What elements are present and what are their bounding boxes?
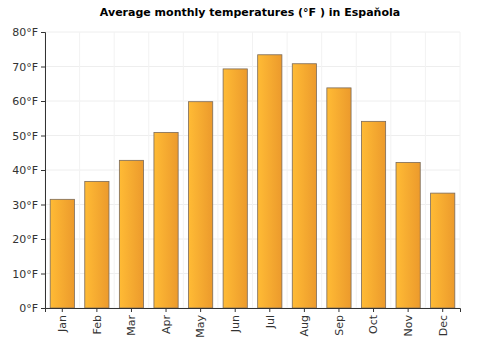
x-tick: Jan <box>56 308 69 333</box>
y-tick-mark <box>41 32 45 33</box>
y-tick-mark <box>41 205 45 206</box>
x-axis: Jan Feb Mar Apr May Jun Jul Aug Sep Oct Nov Dec <box>46 308 461 338</box>
x-tick-mark <box>304 308 305 312</box>
y-tick-label: 50°F <box>12 130 38 143</box>
x-tick-mark <box>166 308 167 312</box>
x-tick: Feb <box>91 308 104 334</box>
y-tick: 70°F <box>12 61 45 74</box>
x-tick: Apr <box>160 308 173 334</box>
y-tick: 80°F <box>12 26 45 39</box>
bar <box>258 55 282 308</box>
x-tick-mark <box>235 308 236 312</box>
grid-line-vertical <box>287 32 288 308</box>
grid-line-vertical <box>114 32 115 308</box>
x-tick: Mar <box>125 308 138 336</box>
x-tick-label: Sep <box>333 315 346 336</box>
x-tick-label: Apr <box>160 315 173 335</box>
x-tick-mark <box>131 308 132 312</box>
bar <box>431 193 455 308</box>
grid-line-vertical <box>252 32 253 308</box>
x-tick-label: Nov <box>402 315 415 337</box>
x-tick-mark <box>442 308 443 312</box>
bar <box>50 199 74 308</box>
y-tick-label: 60°F <box>12 95 38 108</box>
x-tick-label: Dec <box>437 315 450 336</box>
y-tick-mark <box>41 101 45 102</box>
x-tick-mark <box>96 308 97 312</box>
x-tick-label: May <box>194 315 207 338</box>
x-tick-label: Jan <box>56 315 69 333</box>
y-axis: 0°F 10°F 20°F 30°F 40°F 50°F 60°F 70°F 80°F <box>12 26 45 315</box>
plot-area: 0°F 10°F 20°F 30°F 40°F 50°F 60°F 70°F 80°F Jan Fe… <box>12 26 460 338</box>
y-tick-label: 30°F <box>12 199 38 212</box>
y-tick-label: 40°F <box>12 164 38 177</box>
x-tick-label: Jul <box>264 315 277 329</box>
x-tick-mark <box>62 308 63 312</box>
x-tick-label: Mar <box>125 315 138 336</box>
y-tick: 60°F <box>12 95 45 108</box>
bar <box>189 102 213 308</box>
x-tick-label: Oct <box>367 314 380 334</box>
x-tick-label: Aug <box>298 315 311 336</box>
y-tick-label: 0°F <box>19 302 38 315</box>
grid-line-vertical <box>390 32 391 308</box>
x-tick-label: Jun <box>229 315 242 333</box>
x-tick: Oct <box>367 308 380 334</box>
grid <box>45 32 460 308</box>
y-tick: 30°F <box>12 199 45 212</box>
x-tick-mark <box>408 308 409 312</box>
bar <box>85 181 109 308</box>
bar <box>223 69 247 308</box>
x-tick-mark <box>269 308 270 312</box>
bar <box>396 162 420 308</box>
grid-line-vertical <box>425 32 426 308</box>
y-tick-mark <box>41 170 45 171</box>
grid-line-vertical <box>321 32 322 308</box>
grid-line-vertical <box>217 32 218 308</box>
grid-line-vertical <box>148 32 149 308</box>
chart-title: Average monthly temperatures (°F ) in Es… <box>100 6 400 19</box>
y-axis-line <box>41 33 46 309</box>
y-tick-mark <box>41 239 45 240</box>
y-tick: 50°F <box>12 130 45 143</box>
grid-line-vertical <box>356 32 357 308</box>
y-tick: 20°F <box>12 233 45 246</box>
bar <box>292 64 316 308</box>
y-tick-mark <box>41 308 45 309</box>
y-tick-label: 20°F <box>12 233 38 246</box>
x-tick: Jun <box>229 308 242 333</box>
x-tick: Nov <box>402 308 415 336</box>
bar <box>361 121 385 308</box>
x-axis-line <box>46 309 461 313</box>
bar <box>154 132 178 308</box>
x-tick: May <box>194 308 207 338</box>
grid-line-vertical <box>460 32 461 308</box>
y-tick-mark <box>41 136 45 137</box>
bar <box>327 88 351 308</box>
y-tick: 0°F <box>19 302 45 315</box>
bar <box>119 160 143 308</box>
y-tick-label: 80°F <box>12 26 38 39</box>
y-tick-mark <box>41 67 45 68</box>
x-tick: Dec <box>437 308 450 336</box>
y-tick: 40°F <box>12 164 45 177</box>
x-tick-mark <box>200 308 201 312</box>
x-tick: Sep <box>333 308 346 336</box>
grid-line-vertical <box>183 32 184 308</box>
y-tick-label: 10°F <box>12 268 38 281</box>
grid-line-vertical <box>79 32 80 308</box>
y-tick-label: 70°F <box>12 61 38 74</box>
x-tick-mark <box>373 308 374 312</box>
bars <box>50 55 455 308</box>
y-tick-mark <box>41 274 45 275</box>
x-tick: Aug <box>298 308 311 336</box>
chart: Average monthly temperatures (°F ) in Es… <box>0 0 500 350</box>
x-tick-label: Feb <box>91 315 104 334</box>
y-tick: 10°F <box>12 268 45 281</box>
x-tick: Jul <box>264 308 277 329</box>
x-tick-mark <box>338 308 339 312</box>
